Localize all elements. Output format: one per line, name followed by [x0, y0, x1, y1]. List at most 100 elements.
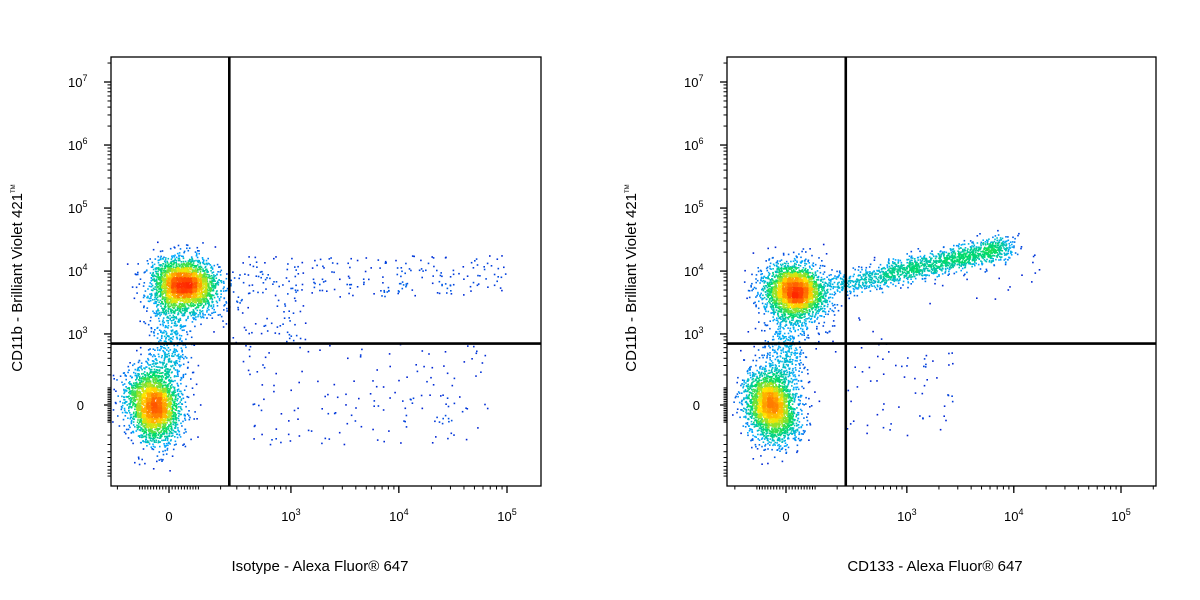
event-dot: [172, 300, 175, 303]
event-dot: [191, 257, 193, 260]
event-dot: [170, 395, 172, 397]
event-dot: [142, 440, 144, 442]
event-dot: [164, 354, 166, 357]
event-dot: [411, 255, 414, 257]
event-dot: [180, 304, 183, 306]
event-dot: [319, 258, 322, 261]
event-dot: [169, 337, 172, 339]
event-dot: [162, 319, 164, 321]
event-dot: [146, 397, 149, 400]
event-dot: [156, 347, 159, 349]
event-dot: [206, 311, 208, 313]
event-dot: [206, 273, 209, 276]
event-dot: [217, 296, 219, 298]
event-dot: [321, 289, 324, 292]
event-dot: [170, 411, 172, 413]
event-dot: [173, 393, 175, 395]
event-dot: [375, 385, 378, 388]
event-dot: [193, 301, 196, 304]
event-dot: [124, 374, 127, 377]
event-dot: [174, 259, 176, 261]
event-dot: [151, 265, 154, 268]
event-dot: [140, 419, 143, 422]
event-dot: [170, 333, 172, 336]
event-dot: [150, 266, 153, 268]
event-dot: [175, 433, 178, 436]
event-dot: [199, 301, 201, 303]
event-dot: [164, 355, 166, 358]
event-dot: [181, 300, 184, 302]
event-dot: [144, 322, 147, 325]
event-dot: [189, 313, 192, 315]
event-dot: [261, 273, 264, 276]
event-dot: [166, 447, 169, 450]
event-dot: [493, 273, 496, 276]
event-dot: [177, 375, 179, 377]
event-dot: [187, 317, 189, 319]
event-dot: [248, 355, 251, 358]
event-dot: [164, 298, 166, 300]
event-dot: [118, 425, 121, 427]
event-dot: [155, 362, 157, 365]
event-dot: [186, 262, 188, 265]
event-dot: [220, 315, 223, 318]
event-dot: [139, 366, 141, 368]
event-dot: [297, 273, 300, 275]
event-dot: [205, 302, 207, 304]
event-dot: [162, 290, 165, 293]
event-dot: [146, 394, 149, 396]
event-dot: [127, 428, 130, 431]
event-dot: [160, 288, 163, 290]
event-dot: [211, 282, 213, 284]
event-dot: [136, 386, 139, 389]
event-dot: [158, 301, 160, 304]
event-dot: [164, 259, 167, 261]
event-dot: [192, 262, 195, 264]
event-dot: [146, 445, 148, 447]
event-dot: [178, 256, 180, 258]
event-dot: [194, 313, 196, 316]
event-dot: [173, 304, 175, 307]
event-dot: [159, 425, 161, 427]
event-dot: [219, 274, 222, 276]
event-dot: [176, 370, 179, 372]
event-dot: [225, 289, 228, 292]
event-dot: [155, 302, 157, 304]
event-dot: [132, 403, 134, 406]
event-dot: [161, 284, 164, 287]
event-dot: [382, 386, 385, 388]
event-dot: [207, 284, 210, 286]
event-dot: [157, 286, 160, 288]
event-dot: [164, 384, 167, 387]
event-dot: [175, 300, 178, 302]
event-dot: [185, 357, 188, 359]
event-dot: [139, 278, 142, 280]
event-dot: [154, 433, 157, 435]
event-dot: [333, 383, 336, 386]
event-dot: [178, 402, 180, 405]
event-dot: [135, 415, 137, 418]
event-dot: [154, 315, 157, 317]
event-dot: [164, 409, 166, 411]
event-dot: [162, 282, 165, 285]
event-dot: [167, 383, 169, 386]
event-dot: [168, 359, 170, 362]
event-dot: [164, 278, 166, 281]
event-dot: [149, 382, 151, 385]
event-dot: [184, 344, 186, 346]
event-dot: [165, 429, 168, 432]
event-dot: [193, 310, 195, 313]
event-dot: [188, 247, 191, 249]
event-dot: [408, 268, 411, 270]
event-dot: [179, 309, 181, 312]
event-dot: [338, 431, 341, 434]
event-dot: [170, 423, 172, 425]
event-dot: [183, 443, 185, 445]
event-dot: [181, 393, 184, 396]
event-dot: [301, 370, 303, 373]
event-dot: [182, 263, 185, 265]
event-dot: [212, 294, 215, 297]
event-dot: [137, 263, 139, 265]
event-dot: [168, 425, 170, 428]
event-dot: [129, 417, 132, 420]
